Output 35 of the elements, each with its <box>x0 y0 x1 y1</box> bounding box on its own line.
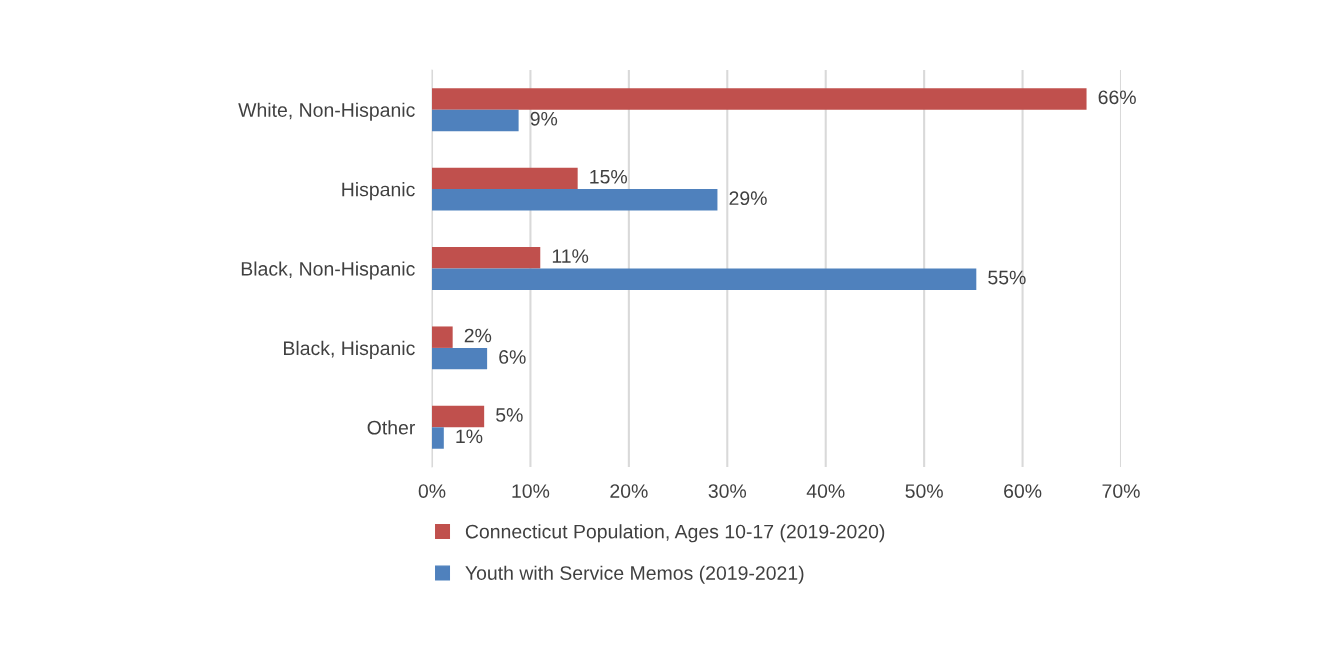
x-tick-label: 40% <box>806 484 845 498</box>
legend-label: Youth with Service Memos (2019-2021) <box>465 565 804 584</box>
data-label: 55% <box>988 270 1026 285</box>
bar <box>432 247 541 269</box>
data-label: 11% <box>552 249 589 263</box>
y-tick-label: White, Non-Hispanic <box>238 102 415 121</box>
x-tick-label: 30% <box>708 484 747 498</box>
data-label: 5% <box>496 408 523 422</box>
data-label: 15% <box>590 169 628 184</box>
data-label: 2% <box>464 328 492 343</box>
data-label: 6% <box>499 350 526 364</box>
bar <box>432 167 578 190</box>
bar <box>432 405 485 428</box>
bar <box>432 347 488 370</box>
bar <box>432 427 444 449</box>
data-label: 29% <box>729 191 767 206</box>
bar <box>432 109 519 132</box>
x-tick-label: 20% <box>610 484 648 498</box>
x-tick-label: 10% <box>512 484 550 498</box>
data-label: 9% <box>530 111 558 126</box>
data-label: 1% <box>456 429 483 444</box>
x-tick-label: 60% <box>1004 484 1042 498</box>
bar <box>432 268 977 290</box>
x-tick-label: 0% <box>418 484 446 498</box>
x-tick-label: 70% <box>1102 484 1140 498</box>
legend-label: Connecticut Population, Ages 10-17 (2019-2020) <box>465 524 885 543</box>
bar <box>432 326 453 348</box>
bar <box>432 88 1087 110</box>
x-tick-label: 50% <box>905 484 943 498</box>
data-label: 66% <box>1098 90 1136 105</box>
bar <box>432 189 718 211</box>
y-tick-label: Black, Non-Hispanic <box>241 261 415 280</box>
y-tick-label: Other <box>367 420 416 435</box>
y-tick-label: Black, Hispanic <box>284 340 415 359</box>
y-tick-label: Hispanic <box>342 182 415 201</box>
